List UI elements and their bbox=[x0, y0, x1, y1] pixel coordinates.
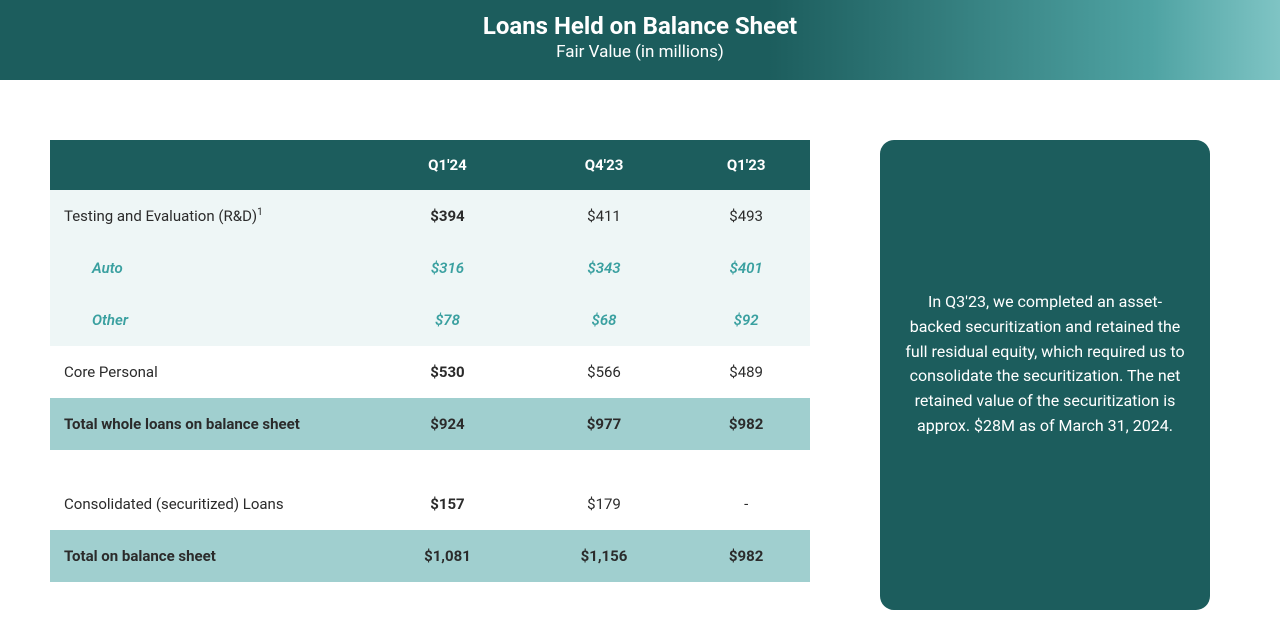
cell-value: $924 bbox=[369, 398, 526, 450]
table-row bbox=[50, 450, 810, 478]
cell-value: $982 bbox=[682, 530, 810, 582]
table-row: Auto$316$343$401 bbox=[50, 242, 810, 294]
cell-value: $982 bbox=[682, 398, 810, 450]
row-label: Auto bbox=[50, 242, 369, 294]
cell-value: $157 bbox=[369, 478, 526, 530]
table-row: Consolidated (securitized) Loans$157$179… bbox=[50, 478, 810, 530]
cell-value: $530 bbox=[369, 346, 526, 398]
table-row: Other$78$68$92 bbox=[50, 294, 810, 346]
content-area: Q1'24Q4'23Q1'23 Testing and Evaluation (… bbox=[0, 80, 1280, 610]
page-header: Loans Held on Balance Sheet Fair Value (… bbox=[0, 0, 1280, 80]
cell-value: $92 bbox=[682, 294, 810, 346]
cell-value: $1,081 bbox=[369, 530, 526, 582]
cell-value: $401 bbox=[682, 242, 810, 294]
row-label: Consolidated (securitized) Loans bbox=[50, 478, 369, 530]
table-header: Q1'24Q4'23Q1'23 bbox=[50, 140, 810, 190]
table-body: Testing and Evaluation (R&D)1$394$411$49… bbox=[50, 190, 810, 582]
col-header: Q4'23 bbox=[526, 140, 683, 190]
cell-value: $394 bbox=[369, 190, 526, 242]
col-header: Q1'24 bbox=[369, 140, 526, 190]
table-row: Core Personal$530$566$489 bbox=[50, 346, 810, 398]
table-row: Testing and Evaluation (R&D)1$394$411$49… bbox=[50, 190, 810, 242]
row-label: Total on balance sheet bbox=[50, 530, 369, 582]
page-subtitle: Fair Value (in millions) bbox=[0, 42, 1280, 62]
cell-value: $489 bbox=[682, 346, 810, 398]
row-label: Core Personal bbox=[50, 346, 369, 398]
cell-value: $343 bbox=[526, 242, 683, 294]
cell-value: $179 bbox=[526, 478, 683, 530]
row-label: Other bbox=[50, 294, 369, 346]
cell-value: $1,156 bbox=[526, 530, 683, 582]
col-header-blank bbox=[50, 140, 369, 190]
cell-value: $977 bbox=[526, 398, 683, 450]
page-title: Loans Held on Balance Sheet bbox=[0, 12, 1280, 40]
loans-table-wrap: Q1'24Q4'23Q1'23 Testing and Evaluation (… bbox=[50, 140, 810, 610]
cell-value: - bbox=[682, 478, 810, 530]
footnote-ref: 1 bbox=[257, 207, 263, 218]
cell-value: $316 bbox=[369, 242, 526, 294]
table-row: Total on balance sheet$1,081$1,156$982 bbox=[50, 530, 810, 582]
col-header: Q1'23 bbox=[682, 140, 810, 190]
cell-value: $68 bbox=[526, 294, 683, 346]
info-callout: In Q3'23, we completed an asset-backed s… bbox=[880, 140, 1210, 610]
cell-value: $78 bbox=[369, 294, 526, 346]
cell-value: $411 bbox=[526, 190, 683, 242]
loans-table: Q1'24Q4'23Q1'23 Testing and Evaluation (… bbox=[50, 140, 810, 582]
cell-value: $493 bbox=[682, 190, 810, 242]
info-callout-text: In Q3'23, we completed an asset-backed s… bbox=[904, 290, 1186, 439]
row-label: Total whole loans on balance sheet bbox=[50, 398, 369, 450]
spacer-cell bbox=[50, 450, 810, 478]
table-row: Total whole loans on balance sheet$924$9… bbox=[50, 398, 810, 450]
row-label: Testing and Evaluation (R&D)1 bbox=[50, 190, 369, 242]
cell-value: $566 bbox=[526, 346, 683, 398]
